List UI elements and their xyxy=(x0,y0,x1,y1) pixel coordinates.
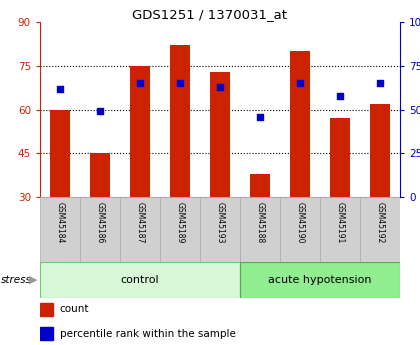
Point xyxy=(57,86,63,91)
Bar xyxy=(210,71,230,285)
Bar xyxy=(50,109,70,285)
Point xyxy=(177,80,184,86)
Bar xyxy=(130,66,150,285)
Bar xyxy=(170,45,190,285)
Bar xyxy=(200,197,240,262)
Text: control: control xyxy=(121,275,159,285)
Text: count: count xyxy=(60,304,89,314)
Bar xyxy=(370,104,390,285)
Bar xyxy=(240,262,400,298)
Point xyxy=(257,114,263,119)
Point xyxy=(97,108,103,114)
Text: GSM45191: GSM45191 xyxy=(336,202,344,244)
Bar xyxy=(40,327,52,340)
Text: GDS1251 / 1370031_at: GDS1251 / 1370031_at xyxy=(132,8,288,21)
Point xyxy=(337,93,344,98)
Bar xyxy=(320,197,360,262)
Bar xyxy=(80,197,120,262)
Point xyxy=(297,80,303,86)
Bar xyxy=(160,197,200,262)
Text: GSM45189: GSM45189 xyxy=(176,202,184,244)
Bar xyxy=(40,262,240,298)
Bar xyxy=(330,118,350,285)
Point xyxy=(136,80,143,86)
Bar xyxy=(40,197,80,262)
Text: ▶: ▶ xyxy=(29,275,38,285)
Bar xyxy=(240,197,280,262)
Text: GSM45193: GSM45193 xyxy=(215,202,225,244)
Text: percentile rank within the sample: percentile rank within the sample xyxy=(60,329,236,339)
Bar xyxy=(120,197,160,262)
Text: GSM45192: GSM45192 xyxy=(375,202,384,244)
Bar xyxy=(250,174,270,285)
Bar xyxy=(90,153,110,285)
Text: stress: stress xyxy=(1,275,32,285)
Text: acute hypotension: acute hypotension xyxy=(268,275,372,285)
Point xyxy=(377,80,383,86)
Text: GSM45184: GSM45184 xyxy=(55,202,65,244)
Bar xyxy=(40,303,52,316)
Bar xyxy=(360,197,400,262)
Text: GSM45188: GSM45188 xyxy=(255,202,265,244)
Bar xyxy=(290,51,310,285)
Bar xyxy=(280,197,320,262)
Text: GSM45186: GSM45186 xyxy=(95,202,105,244)
Text: GSM45190: GSM45190 xyxy=(296,202,304,244)
Text: GSM45187: GSM45187 xyxy=(136,202,144,244)
Point xyxy=(217,84,223,89)
